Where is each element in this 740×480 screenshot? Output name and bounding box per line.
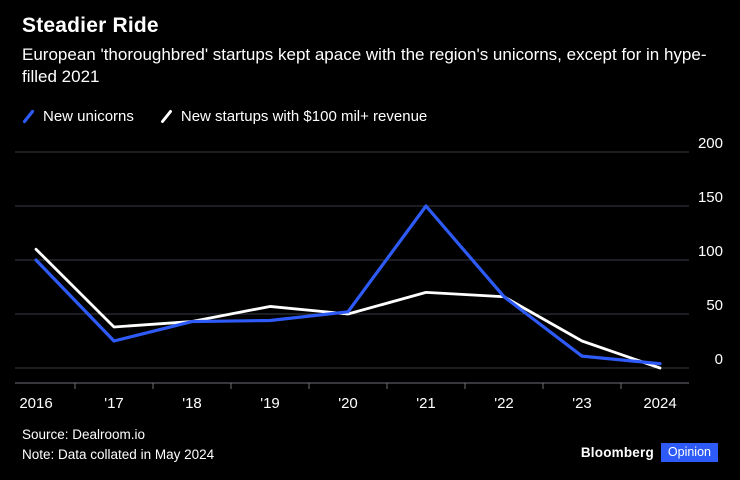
x-tick-label-18: '18: [182, 395, 202, 412]
data-note: Note: Data collated in May 2024: [22, 446, 215, 462]
y-tick-label-200: 200: [698, 135, 723, 152]
x-tick-label-20: '20: [338, 395, 358, 412]
legend-label-startups: New startups with $100 mil+ revenue: [180, 108, 428, 125]
bloomberg-brand: Bloomberg Opinion: [581, 443, 718, 462]
series-line-0: [34, 204, 662, 366]
y-tick-label-50: 50: [706, 297, 723, 314]
legend-item-startups: New startups with $100 mil+ revenue: [160, 108, 427, 125]
white-slash-line: [160, 110, 172, 123]
x-tick-label-22: '22: [494, 395, 514, 412]
chart-area: 0 50 100 150 200 2016 '17 '18 '19 '20 '21 '22 '23 202…: [0, 130, 740, 420]
opinion-badge: Opinion: [660, 443, 718, 462]
white-slash-icon: [160, 110, 172, 123]
x-tick-label-2016: 2016: [19, 395, 52, 412]
y-tick-label-150: 150: [698, 189, 723, 206]
legend-item-unicorns: New unicorns: [22, 108, 134, 125]
blue-slash-icon: [22, 109, 35, 124]
x-tick-label-17: '17: [104, 395, 124, 412]
chart-legend: New unicorns New startups with $100 mil+…: [22, 108, 427, 125]
source-note: Source: Dealroom.io: [22, 427, 146, 442]
chart-header: Steadier Ride European 'thoroughbred' st…: [22, 14, 722, 88]
page-title: Steadier Ride: [22, 14, 159, 37]
y-tick-label-0: 0: [715, 351, 723, 368]
bloomberg-wordmark: Bloomberg: [580, 445, 654, 460]
chart-subtitle: European 'thoroughbred' startups kept ap…: [22, 45, 707, 87]
y-tick-label-100: 100: [698, 243, 723, 260]
x-tick-label-23: '23: [572, 395, 592, 412]
legend-label-unicorns: New unicorns: [43, 108, 134, 125]
x-tick-label-19: '19: [260, 395, 280, 412]
x-tick-label-21: '21: [416, 395, 436, 412]
series-line-1: [34, 247, 662, 370]
blue-slash-line: [22, 109, 35, 124]
chart-svg: 0 50 100 150 200 2016 '17 '18 '19 '20 '21 '22 '23 202…: [15, 135, 723, 412]
chart-footer: Source: Dealroom.io Note: Data collated …: [22, 425, 214, 465]
x-tick-label-2024: 2024: [643, 395, 676, 412]
